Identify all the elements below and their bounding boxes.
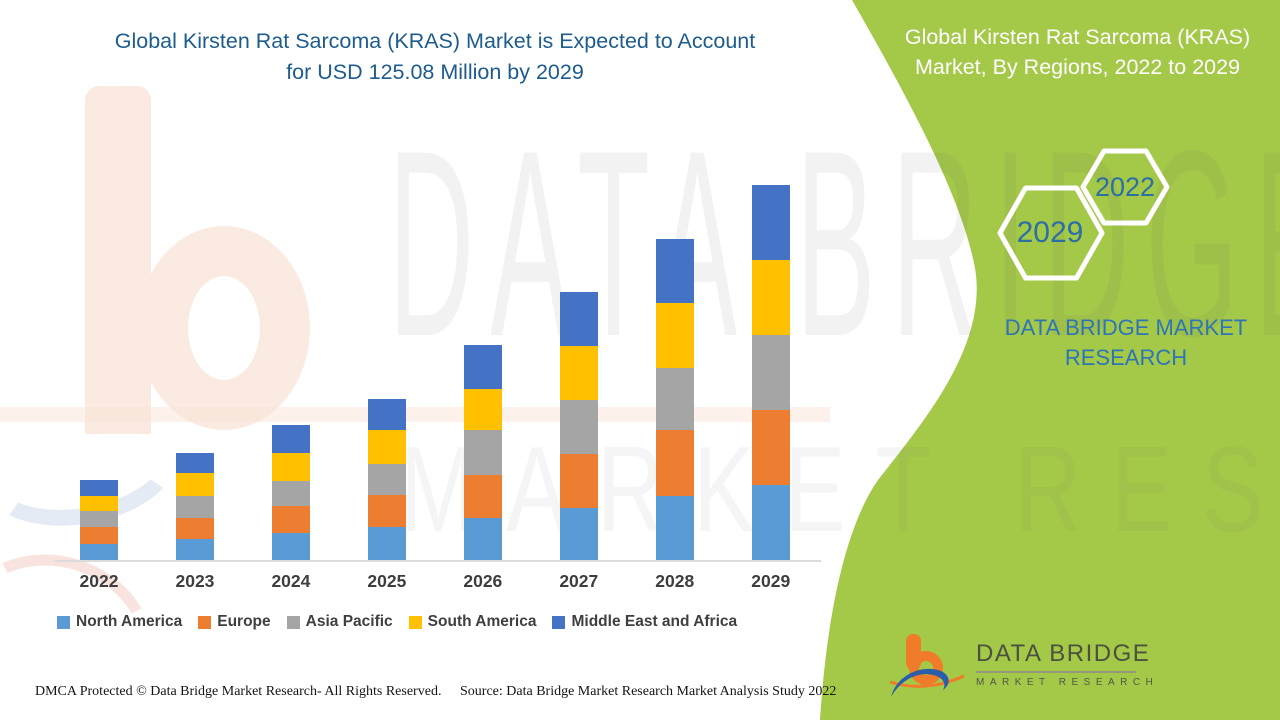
- legend-item: Asia Pacific: [286, 613, 393, 631]
- bar-segment: [463, 430, 502, 475]
- bar-segment: [559, 345, 598, 400]
- legend-swatch: [552, 615, 566, 629]
- x-axis-label: 2022: [79, 571, 119, 591]
- bar-segment: [367, 398, 406, 431]
- stacked-bar-2027: [559, 292, 598, 560]
- bar-segment: [751, 409, 790, 485]
- bar-segment: [367, 495, 406, 527]
- legend-label: Middle East and Africa: [571, 613, 738, 630]
- bar-segment: [751, 334, 790, 410]
- bar-segment: [175, 538, 214, 560]
- x-axis-labels: 2022 2023 2024 2025 2026 2027 2028 2029: [55, 571, 821, 595]
- brand-line1: DATA BRIDGE MARKET: [1004, 315, 1248, 340]
- bar-segment: [271, 505, 310, 534]
- x-axis-label: 2028: [655, 571, 695, 591]
- bar-segment: [175, 517, 214, 539]
- bar-segment: [751, 185, 790, 260]
- legend-swatch: [408, 615, 422, 629]
- x-axis-label: 2025: [367, 571, 407, 591]
- bar-segment: [175, 452, 214, 473]
- x-axis-label: 2027: [559, 571, 599, 591]
- stacked-bar-2028: [655, 239, 694, 560]
- bar-segment: [751, 484, 790, 560]
- bar-segment: [655, 368, 694, 430]
- bar-segment: [559, 507, 598, 560]
- x-axis-label: 2023: [175, 571, 215, 591]
- hexagon-year-2029: 2029: [1016, 216, 1084, 249]
- legend-item: South America: [408, 613, 537, 631]
- bar-segment: [463, 474, 502, 518]
- stacked-bar-2029: [751, 185, 790, 560]
- bar-segment: [80, 480, 118, 496]
- bar-segment: [655, 429, 694, 496]
- bar-segment: [175, 495, 214, 518]
- footer-source-text: Source: Data Bridge Market Research Mark…: [460, 684, 837, 699]
- bar-segment: [80, 495, 118, 511]
- bar-segment: [80, 544, 118, 560]
- bar-segment: [655, 303, 694, 369]
- logo-orange-swoosh: [889, 674, 964, 688]
- bar-segment: [559, 292, 598, 346]
- brand-line2: RESEARCH: [1064, 345, 1188, 370]
- side-panel-title: Global Kirsten Rat Sarcoma (KRAS) Market…: [904, 25, 1251, 79]
- bar-segment: [751, 259, 790, 335]
- bar-segment: [367, 463, 406, 496]
- brand-wordmark: DATA BRIDGE MARKET RESEARCH: [940, 313, 1280, 373]
- stacked-bar-2023: [175, 452, 214, 560]
- bar-segment: [175, 472, 214, 496]
- bar-segment: [271, 425, 310, 453]
- x-axis-label: 2024: [271, 571, 311, 591]
- bar-segment: [80, 510, 118, 527]
- logo-subtitle: MARKET RESEARCH: [976, 677, 1159, 688]
- logo-divider: [976, 671, 1136, 673]
- logo-b-bowl: [909, 651, 943, 685]
- logo-name: DATA BRIDGE: [976, 640, 1151, 667]
- logo-blue-swoosh: [891, 668, 949, 697]
- bar-segment: [655, 239, 694, 304]
- legend-swatch: [286, 615, 300, 629]
- legend-item: Europe: [198, 613, 271, 631]
- legend-label: Europe: [217, 613, 271, 630]
- company-logo: DATA BRIDGE MARKET RESEARCH: [888, 633, 1158, 701]
- x-axis-label: 2026: [463, 571, 503, 591]
- bar-segment: [655, 495, 694, 560]
- bar-segment: [271, 480, 310, 506]
- legend-swatch: [57, 615, 70, 629]
- bar-segment: [463, 389, 502, 431]
- legend-label: Asia Pacific: [305, 613, 393, 630]
- chart-title: Global Kirsten Rat Sarcoma (KRAS) Market…: [114, 29, 756, 84]
- hexagon-2022: [1080, 148, 1170, 226]
- legend-item: Middle East and Africa: [552, 613, 737, 631]
- legend-label: South America: [427, 613, 537, 630]
- bar-segment: [367, 430, 406, 464]
- bar-segment: [463, 517, 502, 560]
- hexagon-2029: [997, 185, 1105, 281]
- bar-segment: [271, 452, 310, 481]
- hexagon-year-2022: 2022: [1094, 172, 1156, 202]
- logo-text-block: DATA BRIDGE MARKET RESEARCH: [976, 633, 1158, 688]
- bar-segment: [367, 526, 406, 560]
- bar-segment: [559, 399, 598, 455]
- footer-dmca-text: DMCA Protected © Data Bridge Market Rese…: [35, 684, 442, 699]
- logo-mark-icon: [889, 634, 964, 697]
- bar-segment: [80, 526, 118, 545]
- hexagon-badges: [997, 148, 1170, 281]
- stacked-bar-2024: [271, 425, 310, 560]
- stacked-bar-2026: [463, 345, 502, 560]
- chart-legend: North America Europe Asia Pacific South Ame…: [57, 613, 737, 631]
- bar-segment: [559, 454, 598, 508]
- legend-label: North America: [76, 613, 183, 630]
- bar-segment: [271, 533, 310, 560]
- legend-item: North America: [57, 613, 182, 631]
- bar-chart-plot-area: [55, 170, 821, 562]
- stacked-bar-2025: [367, 398, 406, 560]
- x-axis-label: 2029: [751, 571, 791, 591]
- stacked-bar-2022: [80, 480, 118, 560]
- bar-segment: [463, 345, 502, 390]
- legend-swatch: [198, 615, 212, 629]
